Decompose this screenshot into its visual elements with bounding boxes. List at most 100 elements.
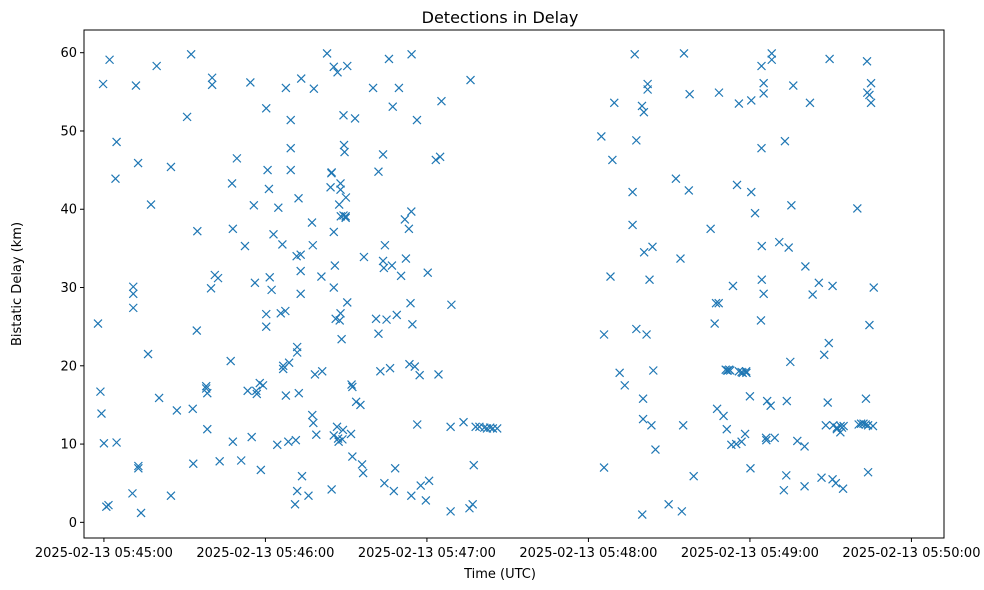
data-point [192, 326, 202, 335]
data-point [734, 99, 744, 109]
data-point [757, 61, 766, 71]
data-point [286, 143, 296, 153]
data-point [825, 54, 835, 64]
y-tick-label: 40 [60, 203, 77, 218]
data-point [437, 96, 446, 106]
data-point [737, 437, 747, 447]
data-point [105, 55, 114, 65]
data-point [336, 178, 345, 188]
data-point [406, 491, 416, 501]
data-point [404, 224, 414, 234]
data-point [245, 78, 255, 87]
data-point [446, 506, 456, 516]
data-point [412, 420, 422, 429]
plot-frame [83, 29, 945, 539]
data-point [152, 61, 162, 71]
data-point [446, 422, 456, 432]
data-point [757, 275, 767, 285]
data-point [788, 81, 798, 90]
y-tick-label: 20 [60, 359, 77, 374]
data-point [865, 320, 874, 330]
data-point [757, 143, 766, 153]
data-point [329, 227, 339, 237]
x-axis: 2025-02-13 05:45:00 2025-02-13 05:46:00 20… [35, 538, 980, 561]
data-point [247, 432, 257, 442]
data-point [186, 49, 196, 59]
data-point [146, 200, 156, 209]
y-tick-label: 30 [60, 281, 77, 296]
data-point [421, 496, 431, 505]
data-point [269, 229, 278, 239]
data-point [862, 56, 872, 66]
data-point [423, 268, 433, 278]
data-point [340, 147, 349, 157]
data-point [336, 308, 345, 318]
data-point [339, 110, 348, 120]
data-point [868, 421, 878, 431]
data-point [304, 491, 313, 501]
data-point [786, 200, 796, 210]
data-point [358, 468, 368, 478]
data-point [746, 96, 756, 105]
data-point [351, 397, 361, 407]
data-point [639, 107, 649, 117]
data-point [143, 349, 153, 359]
data-point [866, 78, 876, 88]
data-point [356, 400, 365, 410]
data-point [620, 380, 630, 390]
x-tick-label: 2025-02-13 05:48:00 [519, 546, 657, 561]
data-point [630, 49, 640, 59]
data-point [240, 241, 250, 251]
data-point [869, 283, 879, 292]
data-point [400, 214, 410, 224]
data-point [128, 303, 138, 313]
data-point [808, 290, 818, 299]
data-point [828, 281, 837, 291]
data-point [740, 429, 750, 439]
data-point [243, 386, 253, 396]
data-point [294, 193, 303, 203]
data-point [607, 155, 617, 165]
data-point [416, 481, 426, 490]
data-point [648, 366, 658, 375]
data-point [766, 401, 776, 411]
data-point [852, 204, 862, 213]
data-point [706, 224, 716, 234]
data-point [710, 319, 720, 328]
data-point [333, 67, 342, 77]
data-point [280, 306, 290, 316]
data-point [866, 98, 876, 108]
data-point [347, 380, 356, 390]
data-point [407, 319, 417, 329]
data-point [371, 314, 381, 324]
data-point [368, 83, 378, 93]
data-point [800, 481, 809, 491]
data-point [469, 460, 479, 470]
data-point [637, 510, 647, 519]
data-point [379, 263, 389, 273]
data-point [396, 271, 406, 281]
data-point [378, 256, 388, 266]
data-point [296, 74, 306, 83]
data-point [784, 243, 794, 253]
data-point [392, 310, 402, 320]
data-point [347, 452, 357, 462]
y-tick-label: 0 [69, 516, 77, 531]
data-point [112, 137, 121, 147]
data-point [330, 261, 340, 271]
data-point [267, 285, 277, 295]
data-point [329, 283, 339, 292]
data-point [389, 486, 399, 496]
data-point [338, 425, 348, 435]
data-point [95, 387, 105, 397]
data-point [375, 366, 385, 376]
data-point [336, 185, 345, 195]
data-point [446, 300, 456, 310]
data-point [337, 334, 347, 344]
y-tick-label: 10 [60, 438, 77, 453]
data-point [308, 418, 318, 428]
data-point [831, 478, 841, 488]
data-point [742, 368, 751, 378]
data-point [342, 61, 352, 71]
x-axis-label: Time (UTC) [463, 567, 536, 582]
